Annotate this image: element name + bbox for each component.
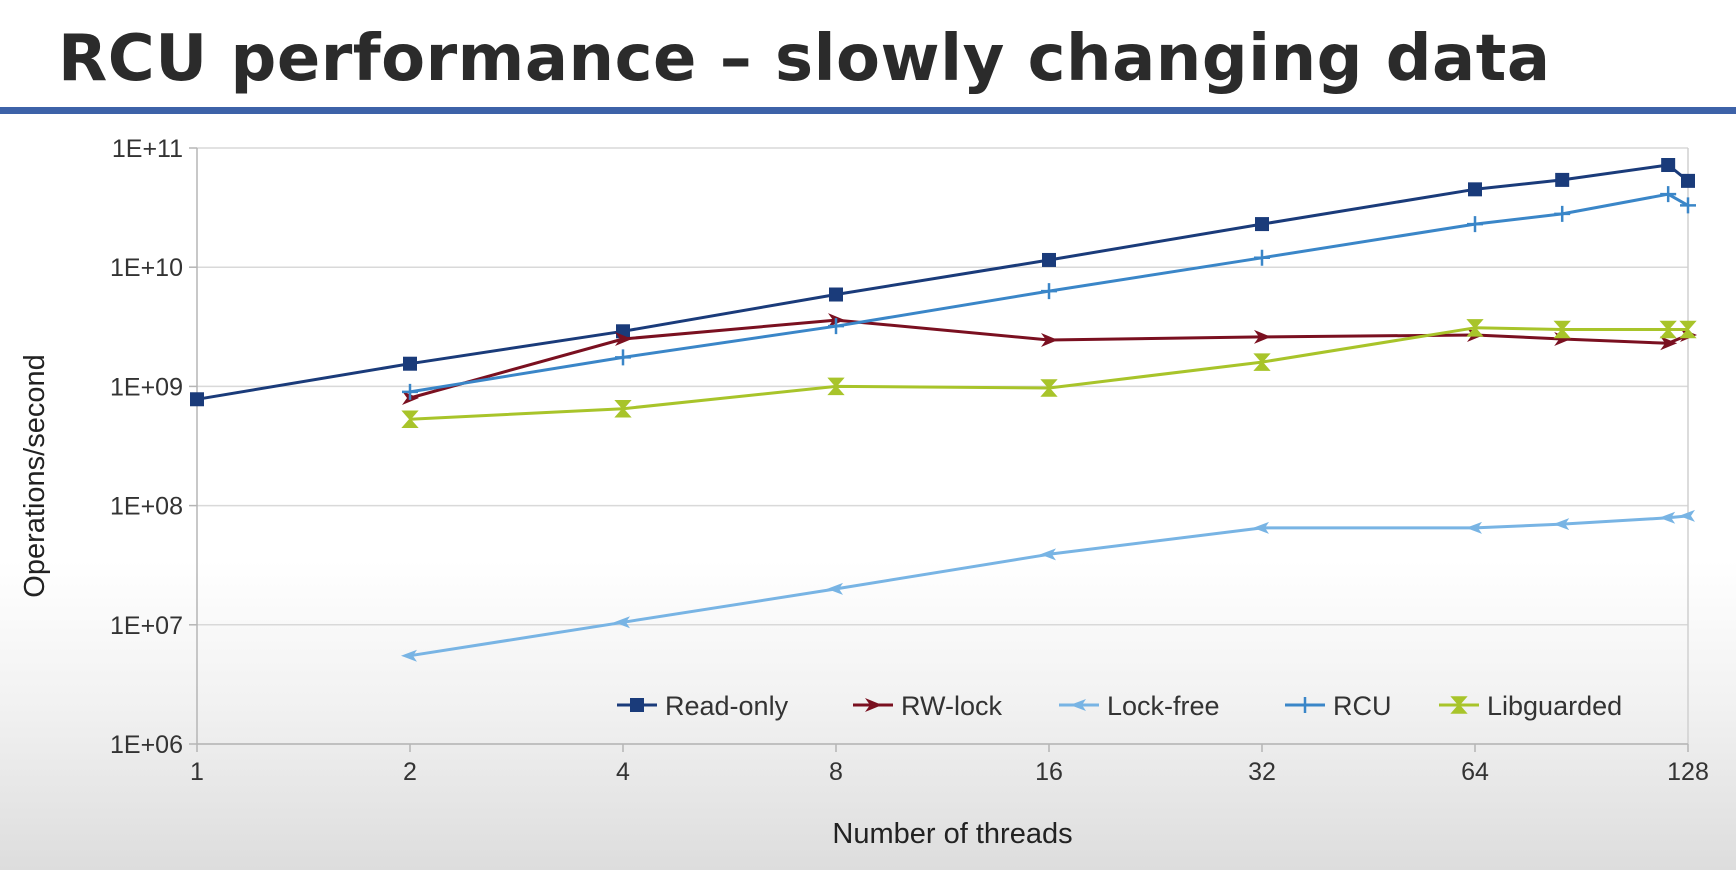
legend-label: Read-only: [665, 691, 789, 721]
x-tick-label: 2: [403, 758, 417, 786]
legend-marker: [865, 698, 882, 712]
data-point: [403, 356, 417, 371]
data-point: [614, 616, 630, 629]
data-point: [1659, 320, 1677, 339]
data-point: [827, 582, 843, 595]
x-tick-label: 16: [1035, 758, 1063, 786]
data-point: [829, 287, 843, 302]
legend-item: Read-only: [617, 691, 789, 721]
data-point: [1468, 182, 1482, 197]
y-tick-label: 1E+08: [110, 493, 183, 521]
series-read-only: [190, 158, 1695, 407]
legend-label: RW-lock: [901, 691, 1003, 721]
data-point: [1254, 329, 1271, 344]
data-point: [1466, 319, 1484, 337]
data-point: [615, 331, 632, 346]
data-point: [1042, 252, 1056, 267]
x-tick-label: 8: [829, 758, 843, 786]
data-point: [827, 377, 845, 396]
data-point: [615, 349, 631, 366]
x-tick-label: 4: [616, 758, 630, 786]
data-point: [1041, 333, 1058, 348]
axis-layer: 1E+06 1E+07 1E+08 1E+09 1E+10 1E+11 1 2 4 8 16 32 64…: [110, 135, 1709, 786]
data-point: [614, 399, 632, 418]
y-tick-label: 1E+11: [112, 135, 183, 163]
y-tick-label: 1E+09: [110, 373, 183, 401]
legend-marker: [1450, 696, 1468, 714]
legend-marker: [630, 698, 644, 712]
x-tick-label: 1: [190, 758, 204, 786]
y-tick-label: 1E+06: [110, 731, 183, 759]
data-point: [1680, 197, 1696, 214]
legend: Read-only RW-lock Lock-free RCU Libguarded: [617, 691, 1622, 721]
data-point: [1679, 320, 1697, 339]
legend-label: RCU: [1333, 691, 1392, 721]
x-axis-title: Number of threads: [832, 818, 1072, 850]
series-layer: [190, 158, 1697, 662]
data-point: [1040, 548, 1056, 561]
data-point: [1554, 205, 1571, 222]
x-tick-label: 32: [1248, 758, 1276, 786]
slide-title: RCU performance – slowly changing data: [58, 22, 1551, 96]
legend-marker: [1070, 699, 1086, 711]
data-point: [1253, 353, 1271, 371]
y-axis-title: Operations/second: [19, 354, 51, 597]
series-rcu: [402, 186, 1696, 400]
legend-item: Lock-free: [1059, 691, 1220, 721]
data-point: [1681, 173, 1695, 188]
x-tick-label: 128: [1667, 758, 1709, 786]
series-rw-lock: [402, 313, 1697, 405]
data-point: [1041, 283, 1057, 300]
data-point: [401, 649, 417, 662]
series-line: [409, 514, 1689, 658]
data-point: [1254, 249, 1270, 266]
data-point: [1553, 320, 1571, 339]
x-tick-label: 64: [1461, 758, 1489, 786]
series-line: [196, 163, 1689, 401]
legend-item: RW-lock: [853, 691, 1003, 721]
data-point: [1253, 521, 1269, 534]
series-libguarded: [401, 319, 1697, 429]
data-point: [1660, 336, 1678, 351]
legend-label: Lock-free: [1107, 691, 1220, 721]
data-point: [1660, 186, 1677, 203]
data-point: [190, 392, 204, 407]
data-point: [1467, 216, 1483, 233]
data-point: [401, 410, 419, 429]
data-point: [402, 383, 418, 400]
series-lock-free: [401, 509, 1695, 662]
data-point: [1466, 521, 1482, 534]
data-point: [1679, 509, 1695, 522]
data-point: [828, 318, 844, 335]
y-tick-label: 1E+07: [110, 612, 183, 640]
legend-label: Libguarded: [1487, 691, 1622, 721]
y-tick-label: 1E+10: [110, 254, 183, 282]
data-point: [1555, 172, 1570, 187]
data-point: [1040, 379, 1058, 397]
legend-item: RCU: [1285, 691, 1392, 721]
legend-marker: [1297, 697, 1313, 713]
data-point: [1255, 217, 1269, 232]
data-point: [1659, 511, 1676, 524]
title-divider: [0, 107, 1736, 114]
legend-item: Libguarded: [1439, 691, 1622, 721]
data-point: [1553, 518, 1570, 531]
data-point: [1661, 158, 1676, 173]
